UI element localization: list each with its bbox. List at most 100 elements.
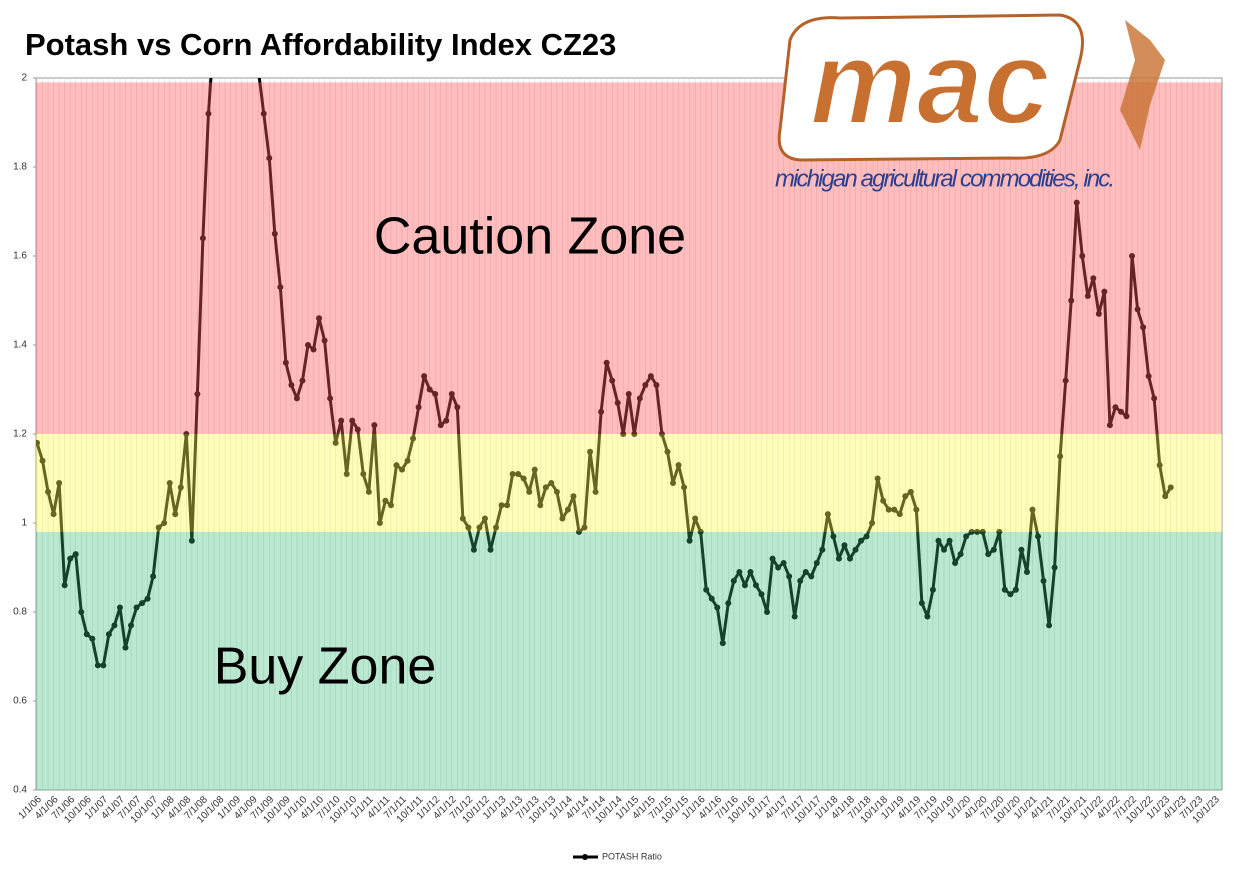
zone-label: Buy Zone: [214, 638, 437, 696]
data-point: [271, 230, 278, 237]
data-point: [725, 600, 732, 607]
y-tick-label: 0.6: [13, 696, 27, 707]
data-point: [459, 515, 466, 522]
legend-marker: [582, 854, 588, 860]
data-point: [304, 342, 311, 348]
data-point: [509, 471, 516, 478]
y-tick-label: 2: [21, 73, 27, 84]
data-point: [194, 390, 201, 397]
data-point: [432, 390, 439, 397]
y-tick-label: 0.4: [13, 785, 27, 796]
data-point: [1023, 568, 1030, 575]
data-point: [266, 155, 273, 162]
data-point: [559, 515, 566, 522]
data-point: [537, 502, 544, 509]
data-point: [603, 359, 610, 366]
zone-band: [36, 434, 1222, 532]
data-point: [404, 457, 411, 464]
data-point: [454, 404, 461, 411]
data-point: [382, 497, 389, 504]
data-point: [907, 488, 914, 495]
data-point: [996, 528, 1003, 535]
data-point: [891, 506, 898, 513]
data-point: [1040, 577, 1047, 584]
data-point: [692, 515, 699, 522]
data-point: [741, 582, 748, 589]
data-point: [45, 488, 52, 495]
data-point: [144, 595, 151, 602]
data-point: [1106, 422, 1113, 429]
data-point: [36, 439, 40, 446]
data-point: [476, 524, 483, 531]
data-point: [116, 604, 123, 611]
data-point: [852, 546, 859, 553]
data-point: [150, 573, 157, 580]
data-point: [1073, 199, 1080, 206]
logo: mac michigan agricultural commodities, i…: [775, 13, 1165, 192]
data-point: [697, 528, 704, 535]
data-point: [874, 475, 881, 482]
data-point: [819, 546, 826, 553]
y-tick-label: 1.2: [13, 429, 27, 440]
data-point: [653, 382, 660, 389]
data-point: [94, 662, 101, 669]
data-point: [1151, 395, 1158, 402]
y-tick-label: 0.8: [13, 607, 27, 618]
data-point: [61, 582, 68, 589]
data-point: [1134, 306, 1141, 313]
data-point: [50, 511, 57, 518]
data-point: [896, 511, 903, 518]
data-point: [105, 631, 112, 638]
data-point: [166, 479, 173, 486]
data-point: [1117, 408, 1124, 415]
data-point: [824, 511, 831, 518]
data-point: [1001, 586, 1008, 593]
data-point: [813, 560, 820, 567]
data-point: [332, 439, 339, 446]
data-point: [918, 600, 925, 607]
data-point: [1156, 462, 1163, 469]
data-point: [1079, 253, 1086, 259]
logo-mark: mac: [810, 16, 1050, 150]
data-point: [343, 471, 350, 478]
data-point: [880, 497, 887, 504]
data-point: [858, 537, 865, 544]
data-point: [526, 488, 533, 495]
data-point: [321, 337, 328, 344]
data-point: [952, 560, 959, 567]
data-point: [415, 404, 422, 411]
y-tick-label: 1.6: [13, 251, 27, 262]
data-point: [299, 377, 306, 384]
data-point: [487, 546, 494, 553]
data-point: [161, 520, 168, 526]
data-point: [493, 524, 500, 531]
data-point: [1145, 373, 1152, 380]
data-point: [1029, 506, 1036, 513]
data-point: [183, 431, 190, 437]
data-point: [786, 573, 793, 580]
data-point: [587, 448, 594, 455]
y-tick-label: 1.8: [13, 162, 27, 173]
data-point: [835, 555, 842, 562]
logo-tagline: michigan agricultural commodities, inc.: [775, 165, 1115, 192]
data-point: [100, 662, 107, 669]
data-point: [841, 542, 848, 549]
data-point: [625, 390, 632, 397]
data-point: [387, 502, 394, 509]
y-tick-label: 1: [21, 518, 27, 529]
data-point: [89, 635, 96, 642]
data-point: [542, 484, 549, 491]
data-point: [282, 359, 289, 366]
data-point: [1090, 275, 1097, 282]
data-point: [548, 479, 555, 486]
data-point: [609, 377, 616, 384]
data-point: [791, 613, 798, 620]
data-point: [675, 462, 682, 469]
data-point: [1012, 586, 1019, 593]
data-point: [752, 582, 759, 589]
data-point: [399, 466, 406, 473]
data-point: [963, 533, 970, 540]
data-point: [1046, 622, 1053, 629]
zone-band: [36, 531, 1222, 790]
